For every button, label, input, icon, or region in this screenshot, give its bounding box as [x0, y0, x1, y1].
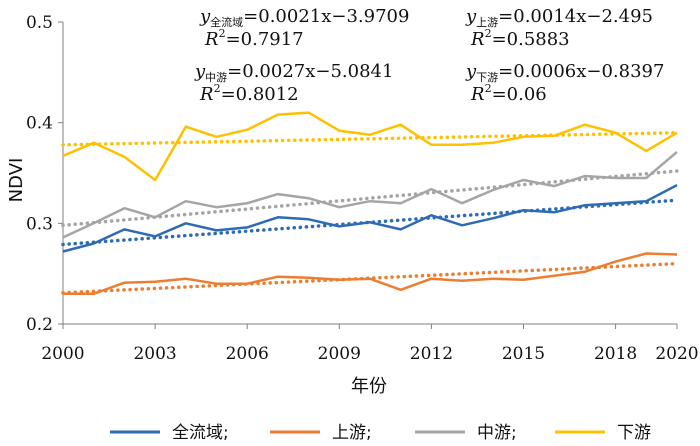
y-tick-label: 0.5	[26, 13, 53, 33]
r-squared-label: R2=0.8012	[199, 82, 299, 105]
trend-line	[61, 261, 679, 295]
x-tick-label: 2012	[410, 344, 453, 364]
chart-legend: 全流域; 上游; 中游; 下游	[110, 423, 651, 443]
y-tick-label: 0.3	[26, 214, 53, 234]
r-squared-label: R2=0.06	[470, 82, 547, 105]
x-tick-label: 2000	[41, 344, 84, 364]
y-tick-label: 0.4	[26, 114, 53, 134]
series-line	[62, 183, 678, 253]
series-line	[62, 111, 678, 182]
x-tick-label: 2018	[594, 344, 637, 364]
series-line	[63, 252, 678, 296]
legend-label: 上游;	[332, 423, 372, 443]
x-tick-label: 2009	[318, 344, 361, 364]
r-squared-label: R2=0.7917	[204, 27, 304, 50]
legend-label: 下游	[617, 423, 651, 443]
x-tick-label: 2015	[502, 344, 545, 364]
regression-equation: y全流域=0.0021x−3.9709	[199, 6, 409, 29]
regression-equation: y下游=0.0006x−0.8397	[465, 61, 664, 84]
y-tick-label: 0.2	[26, 315, 53, 335]
x-tick-label: 2003	[133, 344, 176, 364]
regression-equation: y中游=0.0027x−5.0841	[194, 61, 393, 84]
trend-line	[61, 130, 679, 147]
y-axis-label: NDVI	[6, 158, 27, 203]
legend-label: 全流域;	[172, 423, 229, 443]
x-tick-label: 2006	[226, 344, 269, 364]
series-lines	[62, 111, 678, 296]
x-axis-label: 年份	[351, 376, 387, 397]
x-tick-label: 2020	[655, 344, 698, 364]
regression-equation: y上游=0.0014x−2.495	[465, 6, 653, 29]
legend-label: 中游;	[477, 423, 517, 443]
trend-lines	[61, 130, 679, 295]
series-line	[62, 150, 678, 239]
r-squared-label: R2=0.5883	[470, 27, 570, 50]
chart-axes: 0.2 0.3 0.4 0.5 2000 2003 2006 2009 2012 2015 2018…	[26, 13, 699, 364]
